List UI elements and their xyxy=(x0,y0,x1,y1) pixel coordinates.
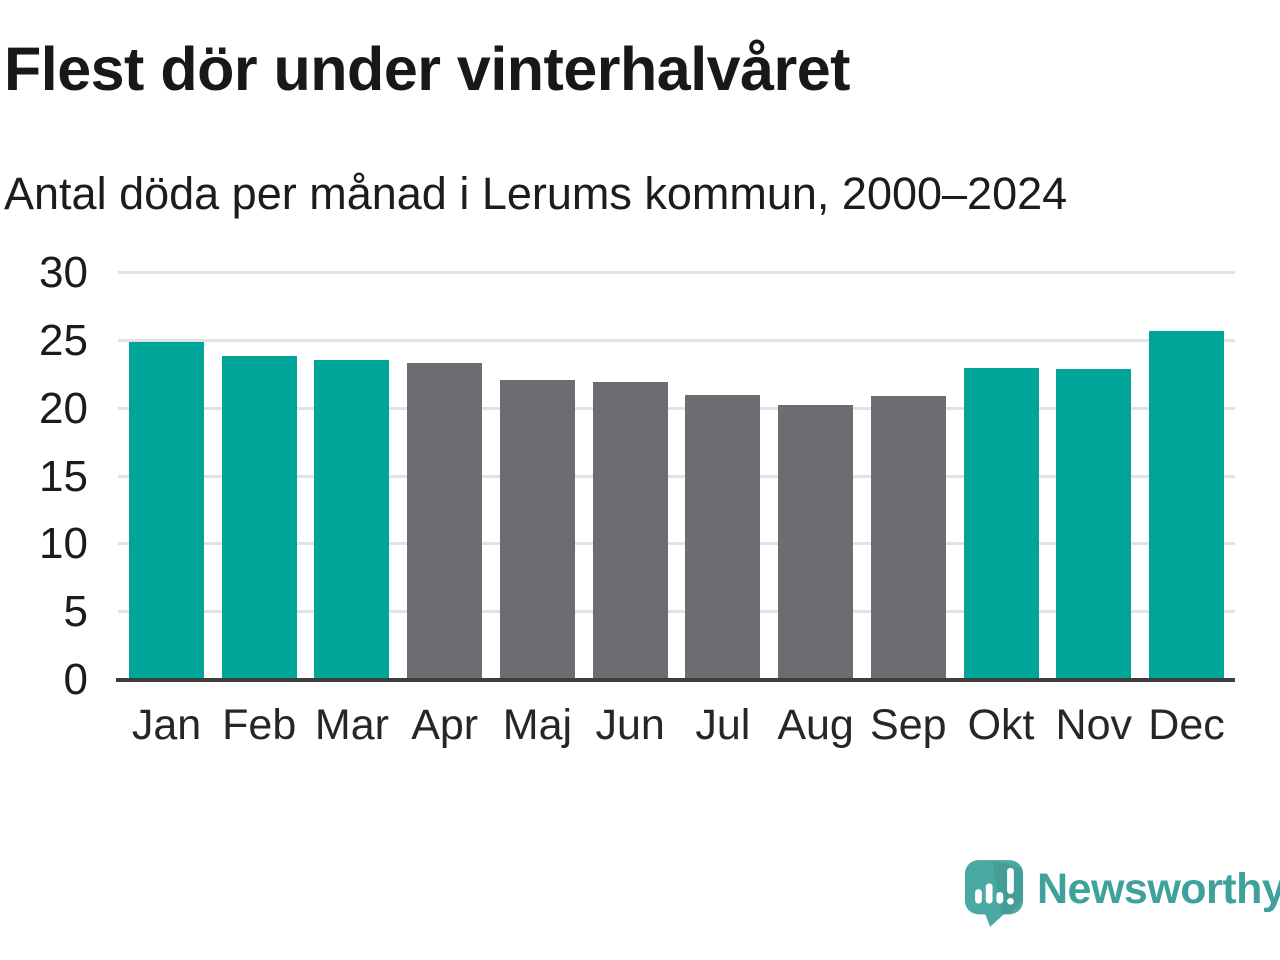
x-axis-line xyxy=(116,678,1235,682)
gridline-20 xyxy=(118,406,1235,410)
newsworthy-logo: Newsworthy xyxy=(963,858,1280,928)
bar-sep xyxy=(870,396,946,680)
bar-dec xyxy=(1149,331,1224,680)
chart-title: Flest dör under vinterhalvåret xyxy=(4,35,851,103)
gridline-30 xyxy=(118,271,1235,274)
x-tick-label-apr: Apr xyxy=(411,701,479,749)
x-tick-label-feb: Feb xyxy=(222,701,297,749)
bar-nov xyxy=(1056,369,1132,680)
y-tick-label-20: 20 xyxy=(39,383,88,433)
bar-mar xyxy=(314,359,390,680)
y-tick-label-5: 5 xyxy=(63,587,88,637)
x-tick-label-jul: Jul xyxy=(695,701,751,749)
bar-jun xyxy=(592,381,668,680)
y-tick-label-15: 15 xyxy=(39,451,88,501)
y-tick-label-0: 0 xyxy=(63,655,88,704)
x-tick-label-maj: Maj xyxy=(502,701,573,749)
gridline-25 xyxy=(118,338,1235,342)
y-tick-label-10: 10 xyxy=(39,519,88,569)
bar-okt xyxy=(963,367,1039,680)
bar-jan xyxy=(129,342,204,680)
x-tick-label-jan: Jan xyxy=(131,701,202,749)
bar-apr xyxy=(407,362,483,680)
x-tick-label-mar: Mar xyxy=(314,701,389,749)
bar-feb xyxy=(221,355,297,680)
x-tick-label-sep: Sep xyxy=(870,701,947,749)
x-tick-label-nov: Nov xyxy=(1055,701,1132,749)
x-tick-label-dec: Dec xyxy=(1148,701,1225,749)
x-tick-label-jun: Jun xyxy=(595,701,665,749)
chart-subtitle: Antal döda per månad i Lerums kommun, 20… xyxy=(4,168,1068,219)
bar-aug xyxy=(778,404,854,680)
newsworthy-bubble-chart-icon xyxy=(964,860,1024,927)
bar-jul xyxy=(685,395,761,680)
x-tick-label-okt: Okt xyxy=(967,701,1035,749)
bar-maj xyxy=(499,380,575,680)
x-tick-label-aug: Aug xyxy=(777,701,854,749)
gridline-15 xyxy=(118,474,1235,478)
y-tick-label-25: 25 xyxy=(39,315,88,365)
newsworthy-wordmark: Newsworthy xyxy=(1037,864,1280,913)
gridline-5 xyxy=(118,610,1235,614)
y-tick-label-30: 30 xyxy=(39,248,88,297)
gridline-10 xyxy=(118,542,1235,546)
